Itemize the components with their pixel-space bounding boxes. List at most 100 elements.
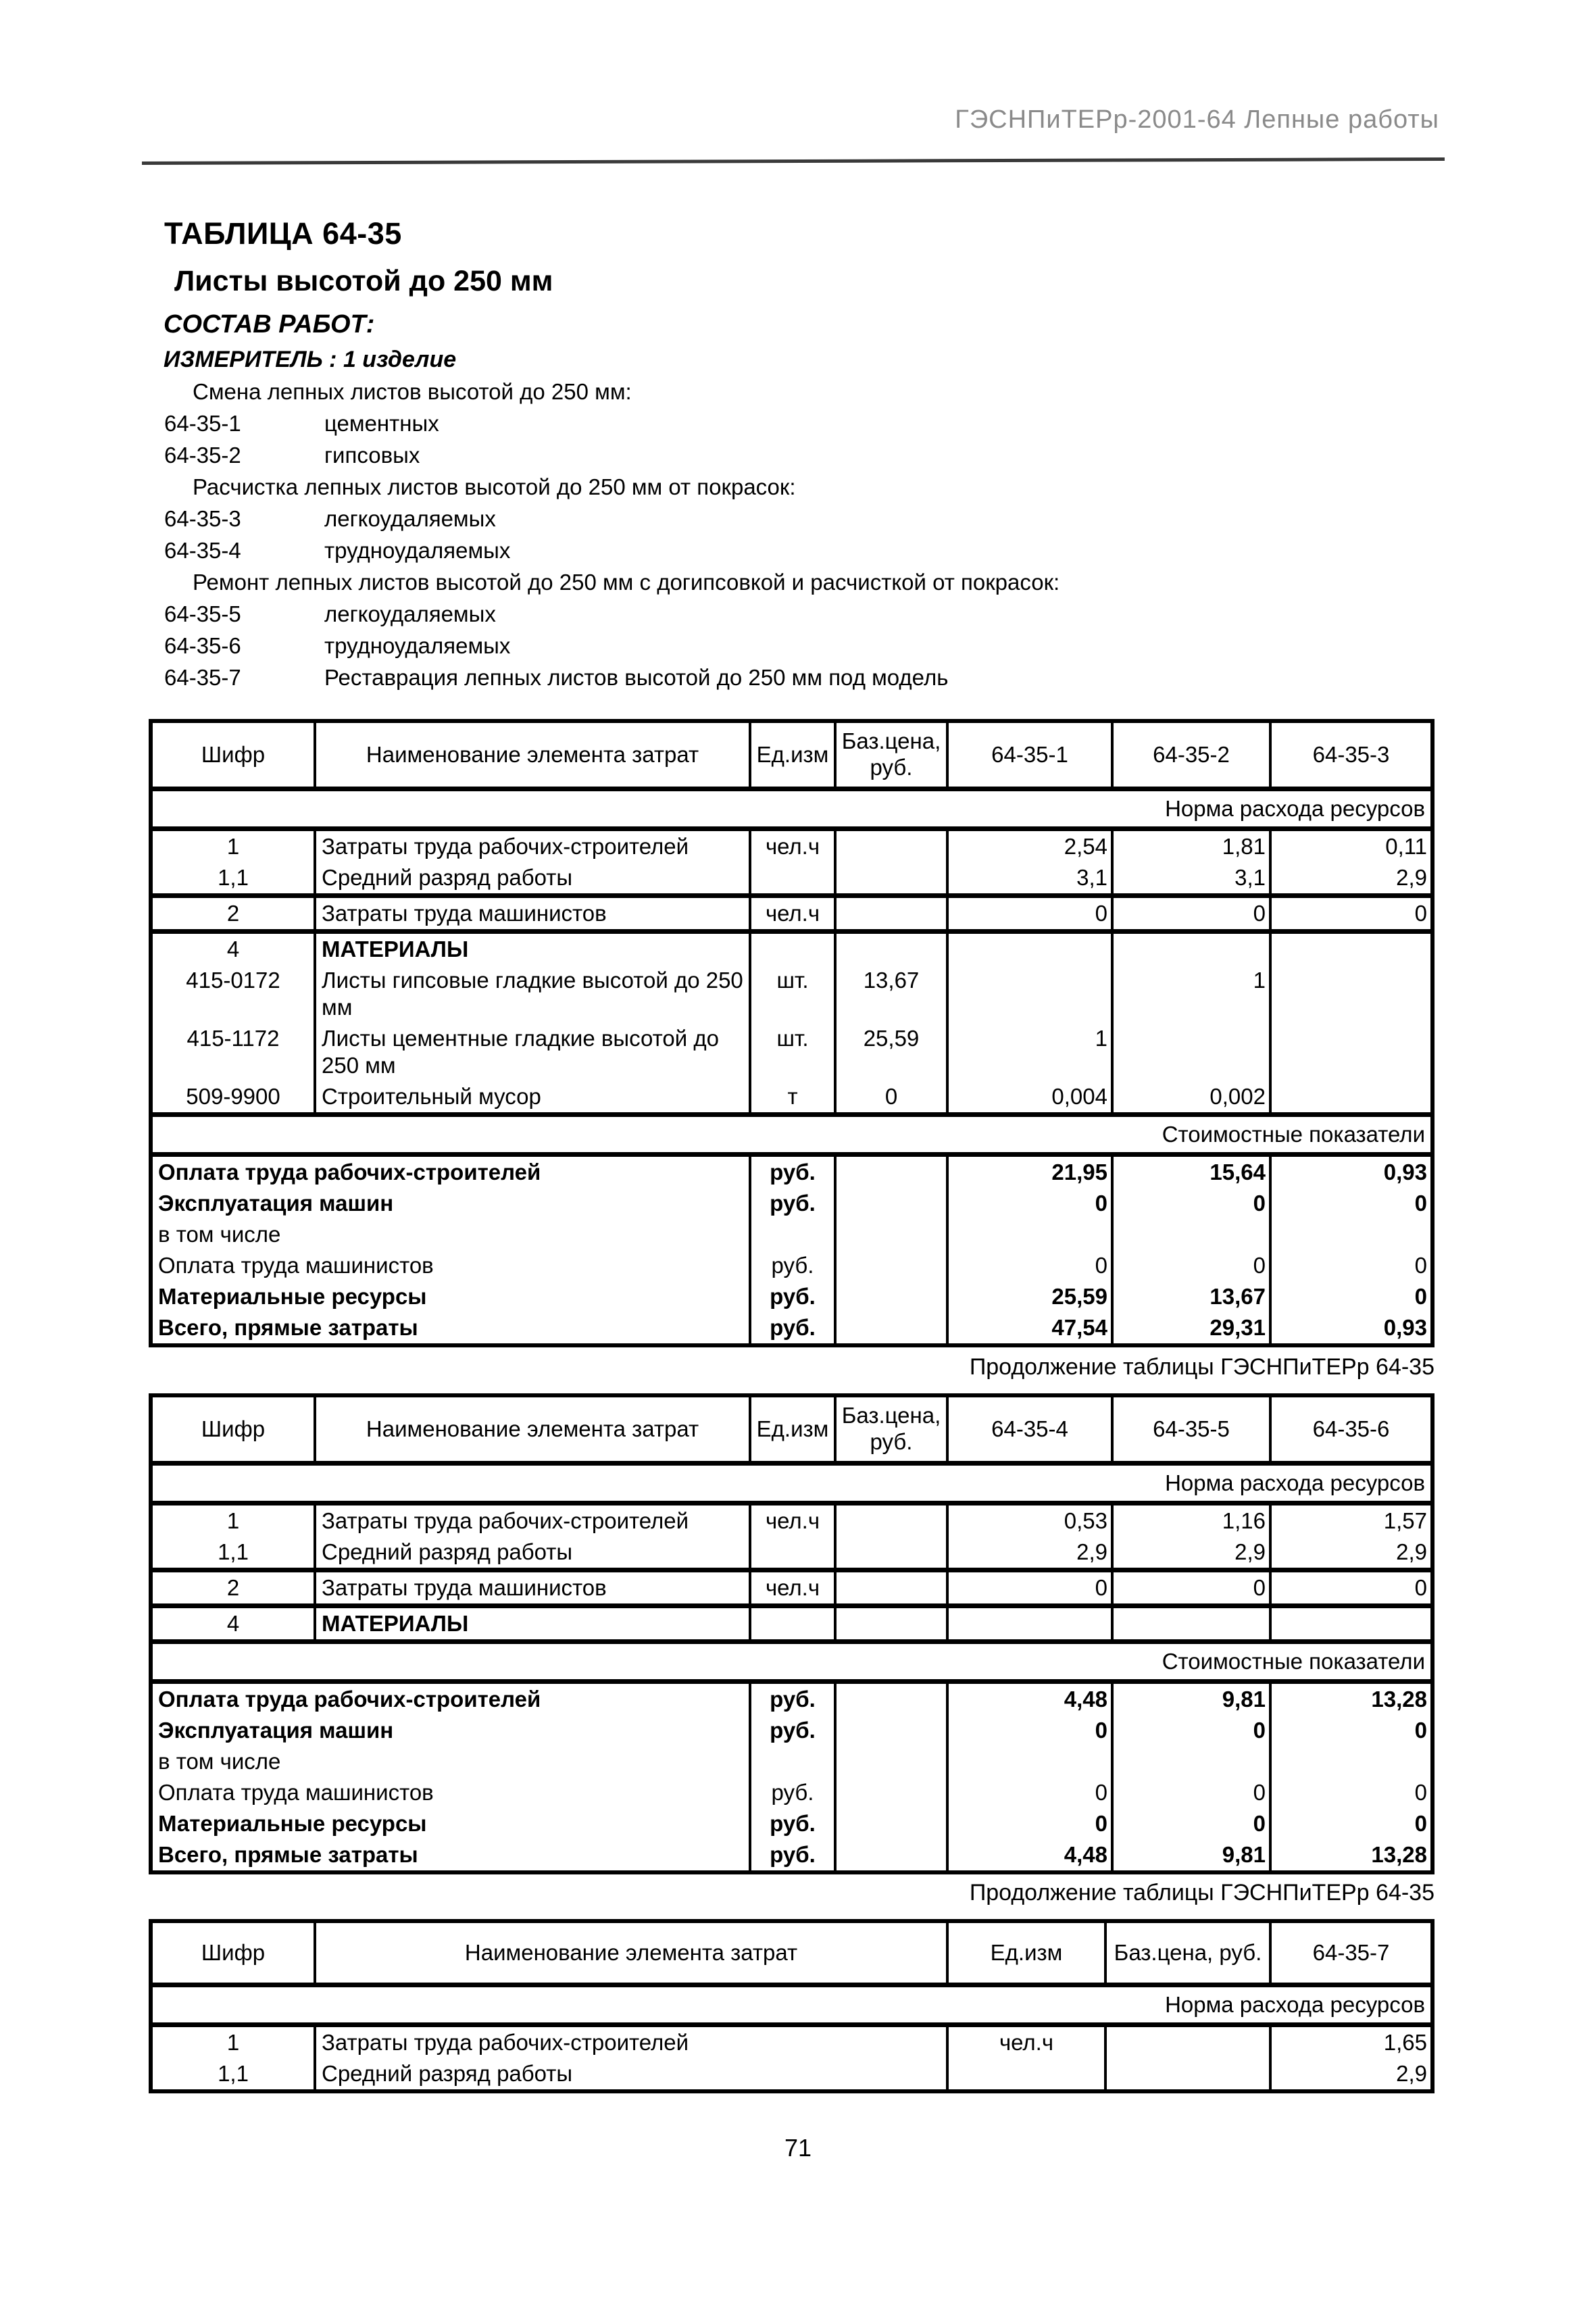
row-label: Затраты труда рабочих-строителей xyxy=(314,2024,949,2058)
row-label: Эксплуатация машин xyxy=(149,1715,751,1746)
row-value: 0,002 xyxy=(1111,1081,1272,1115)
row-base-price xyxy=(834,862,949,896)
cost-elements-table-2: Шифр Наименование элемента затрат Ед.изм Ба… xyxy=(149,1393,1435,1874)
row-unit: чел.ч xyxy=(749,1570,837,1606)
row-value: 1,57 xyxy=(1269,1503,1434,1537)
row-label: Оплата труда машинистов xyxy=(149,1250,751,1281)
work-item: 64-35-5 легкоудаляемых xyxy=(164,598,1441,630)
table-row: Эксплуатация машин руб. 0 0 0 xyxy=(149,1715,1434,1746)
work-item-code: 64-35-6 xyxy=(164,633,241,658)
row-value: 1,16 xyxy=(1111,1503,1272,1537)
table-row: Эксплуатация машин руб. 0 0 0 xyxy=(149,1188,1434,1219)
column-header: 64-35-7 xyxy=(1269,1921,1434,1985)
row-unit: руб. xyxy=(749,1281,837,1312)
table-row: 2 Затраты труда машинистов чел.ч 0 0 0 xyxy=(149,895,1434,932)
row-value: 0,11 xyxy=(1269,828,1434,862)
table-row: Оплата труда машинистов руб. 0 0 0 xyxy=(149,1777,1434,1808)
row-code: 509-9900 xyxy=(149,1081,316,1115)
section-band-row: Норма расхода ресурсов xyxy=(149,1463,1434,1503)
row-value: 1 xyxy=(946,1023,1114,1081)
row-code: 1,1 xyxy=(149,2058,316,2091)
row-value: 2,9 xyxy=(1111,1537,1272,1570)
row-label: МАТЕРИАЛЫ xyxy=(314,1605,751,1642)
row-value xyxy=(1269,1023,1434,1081)
row-label: Затраты труда рабочих-строителей xyxy=(314,1503,751,1537)
row-value xyxy=(1269,931,1434,965)
row-base-price xyxy=(834,1312,949,1345)
row-label: в том числе xyxy=(149,1746,751,1777)
column-header: Ед.изм xyxy=(946,1921,1107,1985)
table-header-row: Шифр Наименование элемента затрат Ед.изм Ба… xyxy=(149,721,1434,789)
row-value: 0,53 xyxy=(946,1503,1114,1537)
table-row: 4 МАТЕРИАЛЫ xyxy=(149,931,1434,965)
table-row: Материальные ресурсы руб. 0 0 0 xyxy=(149,1808,1434,1839)
work-item-text: трудноудаляемых xyxy=(324,538,511,563)
row-value: 21,95 xyxy=(946,1154,1114,1188)
cost-elements-table-1: Шифр Наименование элемента затрат Ед.изм Ба… xyxy=(149,719,1435,1347)
table-row: Оплата труда машинистов руб. 0 0 0 xyxy=(149,1250,1434,1281)
row-value xyxy=(1111,1605,1272,1642)
row-value xyxy=(946,965,1114,1023)
row-value: 0 xyxy=(946,1188,1114,1219)
row-value: 1,65 xyxy=(1269,2024,1434,2058)
row-base-price xyxy=(834,1715,949,1746)
row-base-price xyxy=(834,1605,949,1642)
header-divider-line xyxy=(141,157,1445,166)
row-base-price xyxy=(834,1503,949,1537)
table-header-row: Шифр Наименование элемента затрат Ед.изм Ба… xyxy=(149,1921,1434,1985)
row-base-price xyxy=(834,1154,949,1188)
row-base-price xyxy=(834,1219,949,1250)
row-value: 1 xyxy=(1111,965,1272,1023)
column-header: 64-35-5 xyxy=(1111,1395,1272,1464)
column-header: 64-35-6 xyxy=(1269,1395,1434,1464)
row-value xyxy=(1269,1746,1434,1777)
column-header: 64-35-1 xyxy=(946,721,1114,789)
row-value: 13,67 xyxy=(1111,1281,1272,1312)
row-unit: чел.ч xyxy=(749,1503,837,1537)
work-item-text: легкоудаляемых xyxy=(324,506,496,531)
row-value: 9,81 xyxy=(1111,1839,1272,1872)
row-value: 13,28 xyxy=(1269,1681,1434,1715)
row-base-price xyxy=(834,1570,949,1606)
row-value: 4,48 xyxy=(946,1839,1114,1872)
work-item-code: 64-35-2 xyxy=(164,443,241,468)
row-base-price xyxy=(834,1681,949,1715)
column-header: Ед.изм xyxy=(749,721,837,789)
row-unit: руб. xyxy=(749,1250,837,1281)
work-item-code: 64-35-4 xyxy=(164,538,241,563)
row-value: 3,1 xyxy=(1111,862,1272,896)
work-item-text: Смена лепных листов высотой до 250 мм: xyxy=(193,379,632,404)
row-label: Средний разряд работы xyxy=(314,1537,751,1570)
section-band-label: Норма расхода ресурсов xyxy=(149,1463,1434,1503)
row-value: 0 xyxy=(1269,1715,1434,1746)
row-value: 0 xyxy=(1269,1188,1434,1219)
row-value: 0 xyxy=(1111,1715,1272,1746)
work-group-heading: Смена лепных листов высотой до 250 мм: xyxy=(164,376,1441,407)
row-unit: руб. xyxy=(749,1715,837,1746)
column-header: Наименование элемента затрат xyxy=(314,1395,751,1464)
row-base-price xyxy=(834,828,949,862)
row-value: 13,28 xyxy=(1269,1839,1434,1872)
row-value: 1,81 xyxy=(1111,828,1272,862)
table-row: 415-0172 Листы гипсовые гладкие высотой д… xyxy=(149,965,1434,1023)
table-continuation-caption: Продолжение таблицы ГЭСНПиТЕРр 64-35 xyxy=(969,1354,1435,1380)
column-header: 64-35-3 xyxy=(1269,721,1434,789)
table-row: 1,1 Средний разряд работы 2,9 2,9 2,9 xyxy=(149,1537,1434,1570)
table-row: 4 МАТЕРИАЛЫ xyxy=(149,1605,1434,1642)
row-value: 0 xyxy=(946,1250,1114,1281)
work-item: 64-35-2 гипсовых xyxy=(164,439,1441,471)
table-row: 1 Затраты труда рабочих-строителей чел.ч 0,… xyxy=(149,1503,1434,1537)
row-unit xyxy=(749,1605,837,1642)
row-label: Всего, прямые затраты xyxy=(149,1839,751,1872)
row-base-price xyxy=(834,1839,949,1872)
row-code: 1,1 xyxy=(149,1537,316,1570)
row-label: в том числе xyxy=(149,1219,751,1250)
row-base-price xyxy=(834,1777,949,1808)
column-header: Шифр xyxy=(149,1395,316,1464)
work-item-code: 64-35-7 xyxy=(164,665,241,690)
section-band-label: Стоимостные показатели xyxy=(149,1114,1434,1155)
row-unit: руб. xyxy=(749,1188,837,1219)
row-value xyxy=(946,931,1114,965)
row-unit xyxy=(749,1746,837,1777)
row-value: 2,9 xyxy=(946,1537,1114,1570)
